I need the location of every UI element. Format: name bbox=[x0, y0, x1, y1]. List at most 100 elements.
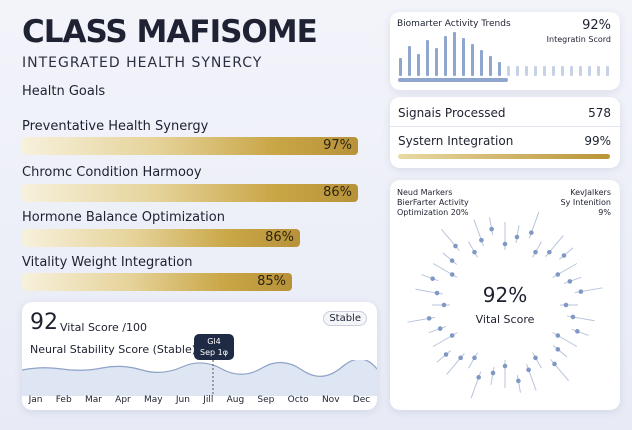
wave-line bbox=[22, 360, 377, 377]
dial-dot bbox=[430, 276, 435, 281]
activity-bar bbox=[489, 56, 492, 76]
month-label: May bbox=[144, 395, 163, 405]
month-label: Jill bbox=[203, 395, 214, 405]
goal-bar: 86% bbox=[22, 184, 358, 202]
tooltip-line: Gl4 bbox=[207, 337, 221, 346]
activity-bar bbox=[543, 66, 546, 76]
app-title: CLASS MAFISOME bbox=[22, 14, 318, 50]
marker-text: BierFarter Activity bbox=[397, 198, 469, 207]
dial-tick bbox=[468, 241, 478, 258]
dial-dot bbox=[458, 355, 463, 361]
markers-card: Neud Markers BierFarter Activity Optimiz… bbox=[390, 180, 620, 410]
activity-bar bbox=[471, 44, 474, 76]
dial-dot bbox=[555, 347, 561, 352]
activity-bar bbox=[408, 46, 411, 76]
month-label: Nov bbox=[321, 395, 340, 405]
goal-label: Vitality Weight Integration bbox=[22, 255, 193, 270]
activity-bar bbox=[588, 66, 591, 76]
dial-dot bbox=[570, 314, 576, 320]
metric-label: Signais Processed bbox=[398, 106, 506, 120]
dial-tick bbox=[436, 350, 451, 363]
radial-dial bbox=[407, 211, 603, 399]
dial-dot bbox=[567, 279, 573, 284]
tooltip: Gl4 Sep 1φ bbox=[194, 334, 234, 360]
dial-tick bbox=[516, 374, 521, 393]
dial-dot bbox=[449, 258, 455, 263]
dial-dot bbox=[449, 272, 455, 277]
dial-dot bbox=[449, 333, 455, 338]
dial-tick bbox=[532, 241, 542, 258]
dial-tick bbox=[428, 326, 446, 334]
dial-dot bbox=[472, 249, 477, 255]
center-value: 92% bbox=[482, 283, 528, 307]
activity-value-label: Integratin Scord bbox=[546, 35, 611, 44]
vital-score-label: Vital Score /100 bbox=[60, 321, 147, 334]
dial-dot bbox=[555, 333, 561, 338]
dial-dot bbox=[502, 241, 508, 247]
dial-tick bbox=[552, 345, 568, 358]
month-label: Jan bbox=[28, 395, 43, 405]
dial-tick bbox=[442, 252, 458, 265]
dial-dot bbox=[529, 230, 534, 235]
dial-dot bbox=[547, 249, 552, 255]
metric-label: Systern Integration bbox=[398, 134, 514, 148]
marker-text: Neud Markers bbox=[397, 188, 453, 197]
dial-dot bbox=[575, 329, 580, 334]
dial-dot bbox=[443, 352, 449, 357]
dial-dot bbox=[555, 272, 561, 277]
center-label: Vital Score bbox=[475, 313, 535, 326]
activity-bar bbox=[399, 58, 402, 76]
markers-right: KevJalkers Sy Intenition 9% bbox=[561, 188, 611, 218]
activity-bar bbox=[606, 66, 609, 76]
status-badge: Stable bbox=[323, 311, 367, 326]
activity-bar bbox=[534, 66, 537, 76]
activity-bar bbox=[579, 66, 582, 76]
dial-dot bbox=[453, 243, 458, 249]
wave-chart bbox=[22, 360, 377, 396]
month-label: Aug bbox=[226, 395, 245, 405]
activity-bar bbox=[462, 38, 465, 76]
goal-label: Preventative Health Synergy bbox=[22, 119, 209, 134]
dial-dot bbox=[563, 302, 569, 308]
activity-bar bbox=[561, 66, 564, 76]
divider bbox=[390, 126, 620, 127]
marker-text: KevJalkers bbox=[570, 188, 611, 197]
month-label: Sep bbox=[257, 395, 275, 405]
dial-dot bbox=[502, 363, 508, 369]
dial-dot bbox=[472, 355, 477, 361]
activity-range bbox=[398, 78, 508, 82]
dial-tick bbox=[564, 276, 582, 284]
dial-dot bbox=[578, 289, 584, 294]
dial-tick bbox=[490, 366, 495, 385]
dial-dot bbox=[533, 249, 538, 255]
activity-bars bbox=[398, 32, 609, 82]
tooltip-line: Sep 1φ bbox=[200, 348, 228, 357]
dial-dot bbox=[437, 326, 443, 331]
dial-dot bbox=[516, 378, 521, 384]
dial-tick bbox=[559, 247, 574, 260]
goal-bar: 97% bbox=[22, 137, 358, 155]
month-label: Feb bbox=[55, 395, 72, 405]
month-label: Octo bbox=[287, 395, 309, 405]
marker-text: Sy Intenition bbox=[560, 198, 611, 207]
activity-bar bbox=[417, 54, 420, 76]
activity-title: Biomarter Activity Trends bbox=[397, 19, 511, 29]
app-subtitle: INTEGRATED HEALTH SYNERCY bbox=[22, 55, 263, 71]
goal-bar: 85% bbox=[22, 273, 292, 291]
dial-dot bbox=[434, 290, 440, 296]
dial-dot bbox=[479, 237, 484, 243]
dial-tick bbox=[515, 225, 520, 244]
activity-bar bbox=[552, 66, 555, 76]
wave-area bbox=[22, 360, 377, 396]
marker-text: 9% bbox=[598, 208, 611, 217]
activity-bar bbox=[453, 32, 456, 76]
activity-bar bbox=[570, 66, 573, 76]
activity-value: 92% bbox=[582, 18, 611, 33]
metric-value: 99% bbox=[584, 134, 611, 148]
dial-dot bbox=[533, 355, 538, 361]
activity-bar bbox=[597, 66, 600, 76]
metrics-card: Signais Processed 578 Systern Integratio… bbox=[390, 97, 620, 168]
dial-dot bbox=[476, 375, 481, 380]
activity-bar bbox=[525, 66, 528, 76]
metric-value: 578 bbox=[588, 106, 611, 120]
